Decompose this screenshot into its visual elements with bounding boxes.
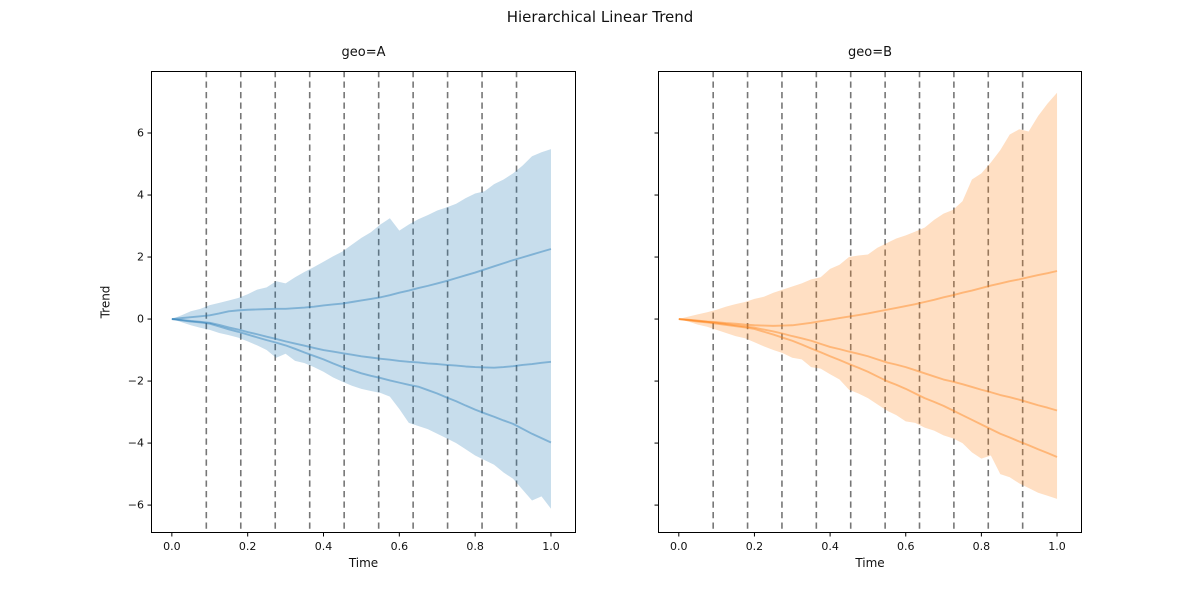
y-tick-label: 4 xyxy=(137,188,144,202)
x-tick-label: 0.6 xyxy=(896,540,915,553)
chart-canvas-geo-a xyxy=(147,71,576,537)
subplot-title-geo-b: geo=B xyxy=(847,45,892,60)
axes-frame xyxy=(151,71,576,533)
x-tick-label: 0.6 xyxy=(390,540,409,553)
x-tick-label: 1.0 xyxy=(542,540,560,553)
x-tick-label: 0.8 xyxy=(972,540,991,553)
plot-area-geo-a: 0.0 0.2 0.4 0.6 0.8 1.0 6 4 2 0 −2 −4 −6 xyxy=(128,71,576,554)
x-tick-label: 1.0 xyxy=(1048,540,1066,553)
trend-sample-line xyxy=(678,318,1058,458)
y-tick-label: −4 xyxy=(127,436,144,450)
x-tick-label: 0.2 xyxy=(238,540,257,553)
trend-sample-line xyxy=(678,318,1058,412)
subplot-title-geo-a: geo=A xyxy=(341,45,386,60)
uncertainty-band xyxy=(678,92,1058,499)
figure-title: Hierarchical Linear Trend xyxy=(506,8,694,26)
trend-sample-line xyxy=(171,318,552,444)
tick-labels-geo-b: 0.0 0.2 0.4 0.6 0.8 1.0 xyxy=(658,71,1082,553)
chart-canvas-geo-b xyxy=(654,71,1082,537)
x-tick-label: 0.8 xyxy=(466,540,484,553)
y-axis-label: Trend xyxy=(98,285,113,319)
y-tick-label: 0 xyxy=(137,312,144,326)
axes-frame xyxy=(658,71,1082,533)
y-tick-label: 6 xyxy=(137,126,144,140)
trend-sample-line xyxy=(171,248,552,320)
x-tick-label: 0.0 xyxy=(670,540,688,553)
x-axis-label-geo-a: Time xyxy=(348,556,379,570)
uncertainty-band xyxy=(171,149,551,509)
trend-sample-line xyxy=(171,318,552,369)
y-tick-label: −2 xyxy=(127,374,144,388)
x-axis-label-geo-b: Time xyxy=(855,556,885,570)
x-tick-label: 0.4 xyxy=(314,540,333,553)
x-tick-label: 0.4 xyxy=(821,540,839,553)
y-tick-label: 2 xyxy=(137,250,144,264)
tick-labels-geo-a: 0.0 0.2 0.4 0.6 0.8 1.0 6 4 2 0 −2 −4 −6 xyxy=(128,71,576,554)
y-tick-label: −6 xyxy=(127,498,144,512)
x-tick-label: 0.0 xyxy=(163,540,181,553)
x-tick-label: 0.2 xyxy=(745,540,764,553)
trend-sample-line xyxy=(678,270,1058,327)
plot-area-geo-b: 0.0 0.2 0.4 0.6 0.8 1.0 xyxy=(654,71,1082,553)
